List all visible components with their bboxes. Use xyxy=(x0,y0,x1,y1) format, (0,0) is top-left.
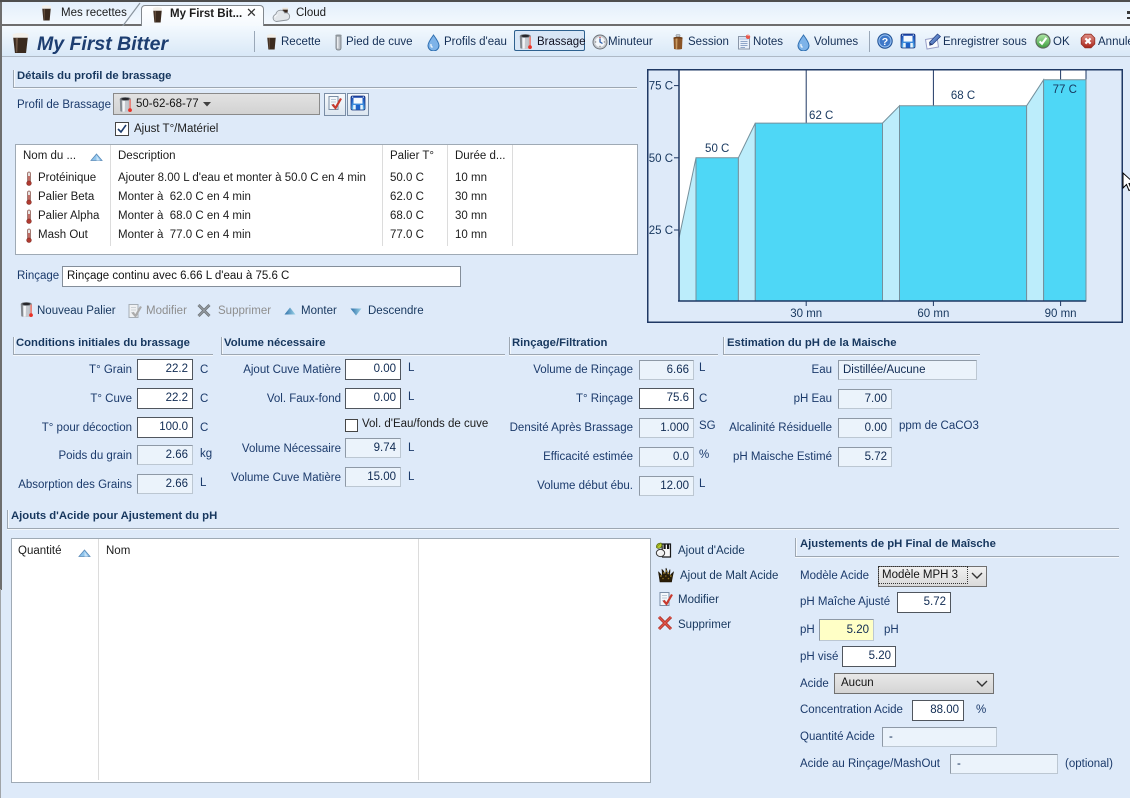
svg-text:60 mn: 60 mn xyxy=(917,308,949,320)
svg-text:50 C: 50 C xyxy=(705,143,729,155)
svg-text:68 C: 68 C xyxy=(951,90,975,102)
svg-text:62 C: 62 C xyxy=(809,110,833,122)
svg-text:77 C: 77 C xyxy=(1053,84,1077,96)
svg-text:30 mn: 30 mn xyxy=(790,308,822,320)
svg-text:25 C: 25 C xyxy=(649,225,673,237)
svg-text:90 mn: 90 mn xyxy=(1045,308,1077,320)
svg-text:75 C: 75 C xyxy=(649,81,673,93)
svg-text:?: ? xyxy=(882,36,888,48)
svg-text:50 C: 50 C xyxy=(649,153,673,165)
